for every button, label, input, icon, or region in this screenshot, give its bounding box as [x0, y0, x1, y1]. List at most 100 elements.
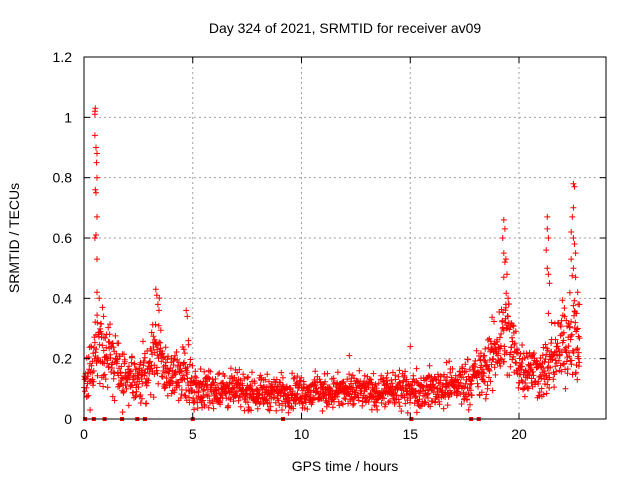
data-point	[490, 356, 497, 362]
data-point	[545, 235, 552, 241]
data-point	[344, 376, 351, 383]
data-point	[574, 376, 581, 383]
data-point	[512, 359, 519, 366]
data-point	[497, 363, 504, 369]
data-point	[111, 370, 118, 377]
data-point	[480, 366, 486, 373]
data-point	[126, 363, 132, 370]
data-point	[267, 403, 274, 410]
data-point	[98, 330, 105, 337]
data-point	[531, 350, 537, 357]
data-point	[99, 304, 106, 311]
data-point	[106, 331, 113, 338]
data-point	[467, 401, 473, 408]
data-point	[509, 356, 516, 363]
tick-labels: 0 5 10 15 20 0 0.2 0.4 0.6 0.8 1 1.2	[53, 49, 527, 442]
data-point	[235, 381, 242, 388]
data-point	[481, 378, 488, 385]
data-point	[137, 400, 144, 406]
data-point	[402, 400, 409, 407]
data-point	[502, 256, 509, 263]
data-point	[563, 358, 570, 365]
data-point	[183, 307, 190, 314]
data-point	[510, 323, 517, 330]
data-point	[574, 325, 581, 332]
data-point	[487, 378, 494, 385]
data-point	[133, 388, 140, 395]
data-point	[551, 349, 558, 356]
data-point	[94, 150, 100, 157]
data-point	[254, 405, 261, 412]
data-point	[271, 394, 278, 401]
data-point	[566, 324, 573, 331]
data-point	[488, 361, 495, 368]
data-point	[543, 390, 550, 397]
data-point	[535, 378, 542, 385]
data-point	[100, 383, 107, 390]
data-point	[551, 384, 558, 391]
data-point	[249, 369, 255, 376]
data-point	[197, 393, 204, 400]
data-point	[496, 360, 503, 367]
data-point	[485, 344, 492, 351]
data-point	[109, 365, 115, 371]
data-point	[328, 387, 334, 394]
data-point	[514, 347, 521, 354]
data-point	[505, 313, 511, 320]
data-point	[544, 213, 551, 220]
data-point	[96, 341, 103, 348]
data-point	[183, 387, 190, 393]
data-point	[552, 336, 559, 343]
data-point	[289, 370, 296, 377]
data-point	[181, 392, 188, 399]
data-point	[91, 339, 98, 346]
data-point	[477, 350, 484, 357]
data-point	[568, 357, 575, 364]
data-point	[576, 335, 583, 342]
y-tick-label: 0.2	[53, 351, 73, 367]
y-tick-label: 0.4	[53, 290, 73, 306]
data-point	[326, 401, 332, 408]
data-point	[518, 360, 525, 366]
data-point	[171, 356, 177, 362]
data-point	[545, 271, 552, 278]
data-point	[266, 399, 273, 406]
data-point	[489, 314, 496, 321]
data-point	[102, 376, 109, 383]
y-tick-label: 1.2	[53, 49, 73, 65]
data-point	[462, 380, 469, 387]
data-point	[447, 387, 453, 394]
data-point	[565, 343, 572, 350]
data-point	[571, 241, 578, 247]
data-point	[210, 405, 217, 412]
data-point	[491, 318, 497, 325]
data-point	[527, 361, 534, 368]
data-point	[157, 327, 164, 334]
data-point	[240, 371, 247, 378]
data-point	[324, 370, 331, 377]
data-point	[541, 368, 548, 375]
data-point	[576, 359, 583, 366]
data-point	[157, 339, 164, 346]
data-point	[94, 312, 101, 319]
data-point	[118, 374, 125, 381]
data-point	[237, 377, 244, 384]
data-point	[137, 392, 144, 398]
data-point	[555, 357, 562, 364]
data-point	[251, 380, 258, 387]
data-point	[497, 342, 504, 349]
data-point	[513, 360, 520, 367]
data-point	[423, 382, 430, 389]
data-point	[558, 368, 565, 375]
data-point	[162, 344, 169, 351]
data-point	[110, 344, 117, 351]
data-point	[209, 400, 216, 407]
data-point	[241, 375, 248, 382]
data-point	[94, 213, 100, 220]
data-point	[392, 376, 399, 383]
data-point	[389, 383, 396, 390]
data-point	[225, 402, 232, 409]
data-point	[104, 384, 111, 391]
data-point	[445, 383, 452, 389]
data-point	[378, 399, 385, 406]
